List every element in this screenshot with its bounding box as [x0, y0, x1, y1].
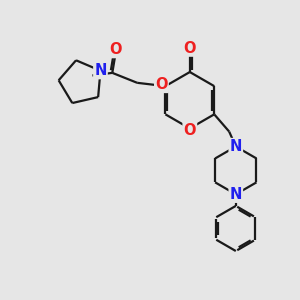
Text: O: O	[155, 77, 168, 92]
Text: O: O	[184, 40, 196, 56]
Text: O: O	[184, 123, 196, 138]
Text: O: O	[110, 42, 122, 57]
Text: N: N	[230, 187, 242, 202]
Text: N: N	[230, 139, 242, 154]
Text: N: N	[94, 63, 107, 78]
